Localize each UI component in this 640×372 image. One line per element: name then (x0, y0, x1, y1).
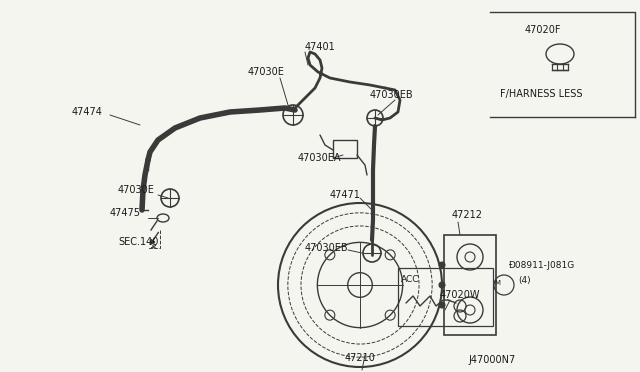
Text: SEC.140: SEC.140 (118, 237, 158, 247)
Text: 47212: 47212 (452, 210, 483, 220)
Text: (4): (4) (518, 276, 531, 285)
Text: 47401: 47401 (305, 42, 336, 52)
Text: 47210: 47210 (345, 353, 376, 363)
Text: ACC: ACC (401, 276, 419, 285)
Text: J47000N7: J47000N7 (468, 355, 515, 365)
Text: 47471: 47471 (330, 190, 361, 200)
Text: 47020W: 47020W (440, 290, 481, 300)
Bar (398, 268, 493, 326)
Text: 47030EA: 47030EA (298, 153, 342, 163)
Text: M: M (494, 280, 500, 286)
Text: 47030EB: 47030EB (305, 243, 349, 253)
Bar (333, 140, 357, 158)
Text: 47030E: 47030E (248, 67, 285, 77)
Text: 47474: 47474 (72, 107, 103, 117)
Text: 47020F: 47020F (525, 25, 561, 35)
Circle shape (439, 282, 445, 288)
Circle shape (439, 302, 445, 308)
Text: 47475: 47475 (110, 208, 141, 218)
Circle shape (439, 262, 445, 268)
Bar (444, 235, 496, 335)
Text: 47030EB: 47030EB (370, 90, 413, 100)
Text: Ð08911-J081G: Ð08911-J081G (508, 260, 574, 269)
Text: 47030E: 47030E (118, 185, 155, 195)
Text: F/HARNESS LESS: F/HARNESS LESS (500, 89, 582, 99)
